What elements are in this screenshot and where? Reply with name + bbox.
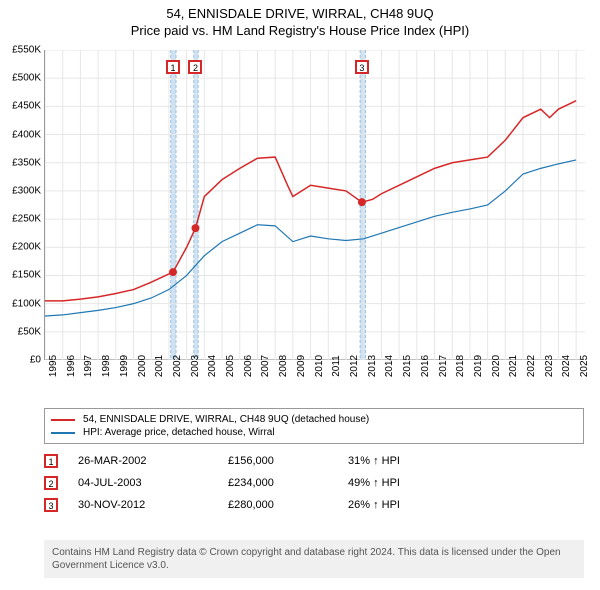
transaction-date: 04-JUL-2003 [78,477,228,489]
y-tick-label: £250K [12,214,41,225]
x-tick-label: 2011 [331,355,342,377]
x-tick-label: 2008 [278,355,289,377]
y-tick-label: £50K [18,326,41,337]
x-tick-label: 2022 [526,355,537,377]
x-tick-label: 2013 [367,355,378,377]
y-tick-label: £350K [12,157,41,168]
x-tick-label: 2010 [314,355,325,377]
y-tick-label: £0 [30,355,41,366]
y-tick-label: £300K [12,185,41,196]
x-tick-label: 2025 [579,355,590,377]
x-tick-label: 1998 [101,355,112,377]
x-tick-label: 2021 [508,355,519,377]
chart-container: 54, ENNISDALE DRIVE, WIRRAL, CH48 9UQ Pr… [0,0,600,590]
x-axis: 1995199619971998199920002001200220032004… [44,362,584,412]
transaction-delta: 26% ↑ HPI [348,499,584,511]
marker-box: 2 [188,60,202,74]
y-tick-label: £450K [12,101,41,112]
x-tick-label: 1999 [119,355,130,377]
transaction-date: 26-MAR-2002 [78,455,228,467]
x-tick-label: 2012 [349,355,360,377]
transaction-price: £234,000 [228,477,348,489]
transaction-number: 2 [44,476,58,490]
y-tick-label: £550K [12,45,41,56]
x-tick-label: 2014 [384,355,395,377]
title-address: 54, ENNISDALE DRIVE, WIRRAL, CH48 9UQ [0,6,600,21]
legend-swatch [51,432,75,434]
legend-row: HPI: Average price, detached house, Wirr… [51,426,577,439]
transaction-price: £280,000 [228,499,348,511]
x-tick-label: 2015 [402,355,413,377]
transaction-delta: 49% ↑ HPI [348,477,584,489]
transaction-row: 2 04-JUL-2003£234,00049% ↑ HPI [44,472,584,494]
plot-svg [45,50,585,360]
x-tick-label: 2009 [296,355,307,377]
y-tick-label: £500K [12,73,41,84]
y-tick-label: £150K [12,270,41,281]
x-tick-label: 2004 [207,355,218,377]
x-tick-label: 1995 [48,355,59,377]
y-tick-label: £400K [12,129,41,140]
transaction-number: 1 [44,454,58,468]
transaction-price: £156,000 [228,455,348,467]
y-axis: £0£50K£100K£150K£200K£250K£300K£350K£400… [0,50,44,360]
title-subtitle: Price paid vs. HM Land Registry's House … [0,23,600,38]
x-tick-label: 2005 [225,355,236,377]
x-tick-label: 2018 [455,355,466,377]
transaction-delta: 31% ↑ HPI [348,455,584,467]
transactions-table: 1 26-MAR-2002£156,00031% ↑ HPI 2 04-JUL-200… [44,450,584,516]
x-tick-label: 1996 [66,355,77,377]
legend-label: 54, ENNISDALE DRIVE, WIRRAL, CH48 9UQ (d… [83,414,369,425]
y-tick-label: £100K [12,298,41,309]
marker-box: 3 [355,60,369,74]
footer-attribution: Contains HM Land Registry data © Crown c… [44,540,584,578]
x-tick-label: 2019 [473,355,484,377]
x-tick-label: 2016 [420,355,431,377]
plot-area: 12 3 [44,50,584,360]
x-tick-label: 2001 [154,355,165,377]
x-tick-label: 2020 [491,355,502,377]
legend-swatch [51,419,75,421]
x-tick-label: 2023 [544,355,555,377]
legend-label: HPI: Average price, detached house, Wirr… [83,427,275,438]
x-tick-label: 2007 [260,355,271,377]
x-tick-label: 2003 [190,355,201,377]
x-tick-label: 1997 [83,355,94,377]
x-tick-label: 2024 [561,355,572,377]
legend-row: 54, ENNISDALE DRIVE, WIRRAL, CH48 9UQ (d… [51,413,577,426]
title-block: 54, ENNISDALE DRIVE, WIRRAL, CH48 9UQ Pr… [0,0,600,40]
legend-box: 54, ENNISDALE DRIVE, WIRRAL, CH48 9UQ (d… [44,408,584,444]
transaction-row: 3 30-NOV-2012£280,00026% ↑ HPI [44,494,584,516]
transaction-date: 30-NOV-2012 [78,499,228,511]
y-tick-label: £200K [12,242,41,253]
x-tick-label: 2002 [172,355,183,377]
x-tick-label: 2017 [438,355,449,377]
x-tick-label: 2006 [243,355,254,377]
transaction-number: 3 [44,498,58,512]
marker-box: 1 [166,60,180,74]
x-tick-label: 2000 [137,355,148,377]
transaction-row: 1 26-MAR-2002£156,00031% ↑ HPI [44,450,584,472]
